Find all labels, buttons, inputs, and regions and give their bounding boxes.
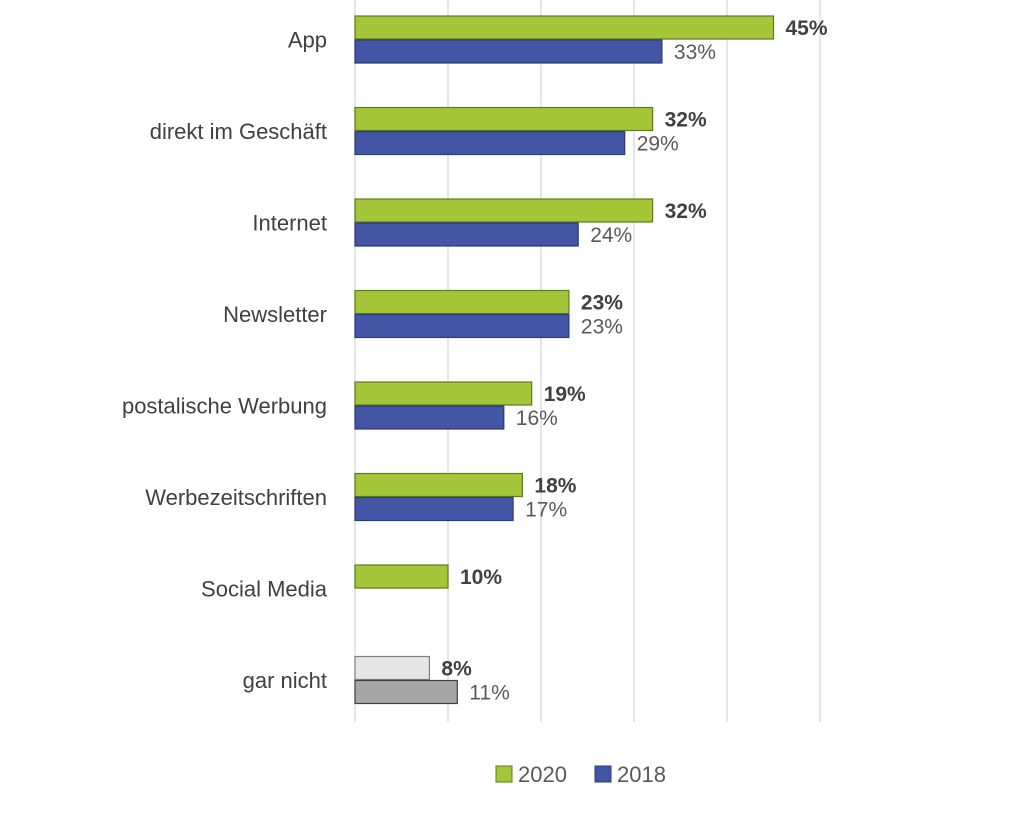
bar-2018 xyxy=(354,496,514,522)
bar-2020 xyxy=(354,381,533,406)
data-label-2018: 33% xyxy=(674,41,716,64)
legend: 2020 2018 xyxy=(495,762,666,787)
data-label-2018: 11% xyxy=(469,682,509,705)
bars xyxy=(354,15,775,705)
data-label-2018: 29% xyxy=(637,133,679,156)
legend-swatch xyxy=(594,765,612,783)
data-label-2020: 32% xyxy=(665,200,707,223)
legend-label: 2018 xyxy=(617,762,666,787)
bar-2018 xyxy=(354,405,505,430)
bar-2020 xyxy=(354,15,775,40)
bar-2018 xyxy=(354,39,663,64)
data-label-2018: 23% xyxy=(581,316,623,339)
bar-2018 xyxy=(354,130,626,156)
data-label-2020: 19% xyxy=(544,383,586,406)
data-label-2018: 24% xyxy=(590,224,632,247)
category-label: Internet xyxy=(252,211,327,236)
category-label: direkt im Geschäft xyxy=(150,119,327,144)
bar-2018 xyxy=(354,679,458,705)
data-label-2020: 32% xyxy=(665,109,707,132)
bar-2020 xyxy=(354,564,449,589)
bar-2018 xyxy=(354,222,579,247)
category-label: Social Media xyxy=(201,577,328,602)
bar-2020 xyxy=(354,198,654,223)
data-label-2018: 17% xyxy=(525,499,567,522)
data-label-2020: 18% xyxy=(534,475,576,498)
bar-2020 xyxy=(354,472,523,498)
category-label: Newsletter xyxy=(223,302,327,327)
bar-2020 xyxy=(354,289,570,315)
category-label: gar nicht xyxy=(243,668,327,693)
data-label-2020: 10% xyxy=(460,566,502,589)
data-label-2020: 23% xyxy=(581,292,623,315)
legend-swatch xyxy=(495,765,513,783)
labels: App 45%33%direkt im Geschäft 32%29%Interne… xyxy=(122,17,828,705)
category-label: App xyxy=(288,28,327,53)
data-label-2020: 8% xyxy=(441,658,472,681)
category-label: Werbezeitschriften xyxy=(145,485,327,510)
category-label: postalische Werbung xyxy=(122,394,327,419)
bar-2020 xyxy=(354,106,654,132)
legend-label: 2020 xyxy=(518,762,567,787)
data-label-2018: 16% xyxy=(516,407,558,430)
data-label-2020: 45% xyxy=(786,17,828,40)
bar-2020 xyxy=(354,655,431,681)
bar-2018 xyxy=(354,313,570,339)
